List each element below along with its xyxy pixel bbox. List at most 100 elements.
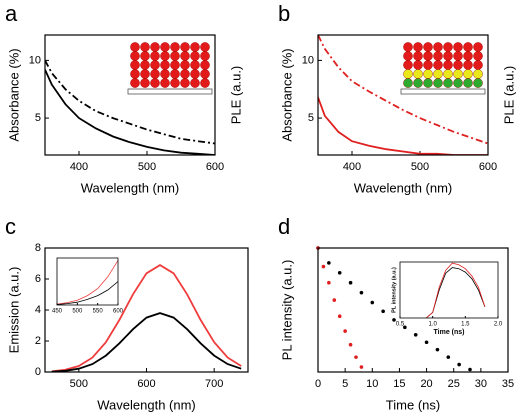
particle xyxy=(453,42,463,52)
point xyxy=(327,261,331,265)
particle xyxy=(473,51,483,61)
y-axis-label: Absorbance (%) xyxy=(6,48,21,141)
x-tick-label: 20 xyxy=(420,378,432,390)
x-tick-label: 600 xyxy=(479,161,497,173)
particle xyxy=(463,42,473,52)
y-axis-label: Absorbance (%) xyxy=(279,48,294,141)
y2-axis-label: PLE (a.u.) xyxy=(501,66,516,125)
particle xyxy=(463,51,473,61)
particle xyxy=(170,69,180,79)
x-tick-label: 500 xyxy=(72,309,83,315)
series-line xyxy=(318,96,488,155)
particle xyxy=(443,42,453,52)
particle xyxy=(423,42,433,52)
particle xyxy=(130,51,140,61)
x-tick-label: 0 xyxy=(315,378,321,390)
particle xyxy=(463,78,473,88)
x-tick-label: 500 xyxy=(411,161,429,173)
particle xyxy=(453,60,463,70)
plot-frame xyxy=(399,261,499,319)
particle xyxy=(190,69,200,79)
point xyxy=(446,355,451,359)
particle xyxy=(200,78,210,88)
particle xyxy=(473,78,483,88)
panel-label: c xyxy=(5,214,16,239)
particle xyxy=(140,60,150,70)
x-axis-label: Wavelength (nm) xyxy=(354,180,453,195)
particle xyxy=(150,60,160,70)
panel: 0.5 1.0 1.5 2.0 Time (ns) PL intensity (a.u.) xyxy=(391,261,503,336)
y-tick-label: 4 xyxy=(35,304,41,316)
inset-background xyxy=(57,258,118,305)
particle xyxy=(130,60,140,70)
plot-frame xyxy=(44,247,249,373)
particle xyxy=(413,51,423,61)
x-tick-label: 700 xyxy=(205,378,223,390)
particle xyxy=(140,42,150,52)
point xyxy=(403,325,407,330)
panel: 450 500 550 600 xyxy=(52,257,124,315)
particle xyxy=(150,42,160,52)
particle xyxy=(170,42,180,52)
substrate xyxy=(400,88,486,95)
point xyxy=(348,342,353,347)
x-tick-label: 400 xyxy=(343,161,361,173)
particle xyxy=(130,42,140,52)
particle xyxy=(190,60,200,70)
x-tick-label: 30 xyxy=(475,378,487,390)
particle xyxy=(453,78,463,88)
particle xyxy=(473,69,483,79)
particle xyxy=(170,60,180,70)
point xyxy=(424,340,429,345)
particle xyxy=(403,78,413,88)
point xyxy=(327,280,331,285)
schematic xyxy=(127,42,213,95)
particle xyxy=(433,51,443,61)
schematic xyxy=(400,42,486,95)
x-tick-label: 10 xyxy=(366,378,378,390)
panel: 400 500 600 5 10 b Wavelength (nm) Absorbance (… xyxy=(278,1,516,196)
particle xyxy=(423,78,433,88)
particle xyxy=(180,51,190,61)
particle xyxy=(433,60,443,70)
particle xyxy=(140,78,150,88)
point xyxy=(348,280,353,285)
particle xyxy=(200,60,210,70)
point xyxy=(359,365,364,369)
x-tick-label: 35 xyxy=(502,378,514,390)
plot-frame xyxy=(317,247,509,373)
particle xyxy=(443,60,453,70)
point xyxy=(321,264,326,269)
particle xyxy=(180,60,190,70)
x-axis-label: Time (ns) xyxy=(434,329,465,336)
particle xyxy=(180,69,190,79)
particle xyxy=(180,42,190,52)
particle xyxy=(443,51,453,61)
particle xyxy=(423,69,433,79)
point xyxy=(354,355,358,359)
particle xyxy=(413,60,423,70)
x-tick-label: 1.5 xyxy=(461,322,470,328)
panel-label: b xyxy=(278,1,290,26)
particle xyxy=(160,42,170,52)
particle xyxy=(150,51,160,61)
particle xyxy=(150,78,160,88)
particle xyxy=(473,60,483,70)
x-tick-label: 2.0 xyxy=(494,322,503,328)
point xyxy=(468,367,472,372)
y-tick-label: 5 xyxy=(308,112,314,124)
x-tick-label: 400 xyxy=(70,161,88,173)
particle xyxy=(170,78,180,88)
y-tick-label: 10 xyxy=(29,54,41,66)
x-tick-label: 0.5 xyxy=(396,322,405,328)
series-line xyxy=(318,35,488,145)
particle xyxy=(403,51,413,61)
plot-frame xyxy=(56,257,119,306)
particle xyxy=(453,51,463,61)
panel-label: a xyxy=(5,1,18,26)
x-axis-label: Time (ns) xyxy=(386,397,440,412)
point xyxy=(337,314,342,319)
y-tick-label: 5 xyxy=(35,112,41,124)
particle xyxy=(433,69,443,79)
x-tick-label: 450 xyxy=(52,309,63,315)
